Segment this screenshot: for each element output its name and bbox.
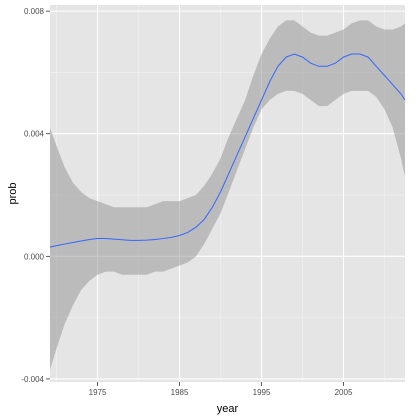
y-tick-label: 0.008 — [24, 7, 45, 16]
confidence-ribbon — [50, 20, 405, 370]
y-tick-label: 0.000 — [24, 252, 45, 261]
x-tick-label: 1975 — [89, 388, 107, 397]
y-tick-label: -0.004 — [21, 375, 44, 384]
x-axis-title: year — [217, 403, 239, 415]
x-tick-label: 2005 — [335, 388, 353, 397]
y-axis: -0.004 0.000 0.004 0.008 — [21, 7, 50, 384]
y-tick-label: 0.004 — [24, 130, 45, 139]
y-axis-title: prob — [7, 182, 19, 204]
x-axis: 1975 1985 1995 2005 — [89, 382, 353, 397]
smooth-line — [49, 53, 406, 248]
x-tick-label: 1995 — [253, 388, 271, 397]
x-tick-label: 1985 — [171, 388, 189, 397]
